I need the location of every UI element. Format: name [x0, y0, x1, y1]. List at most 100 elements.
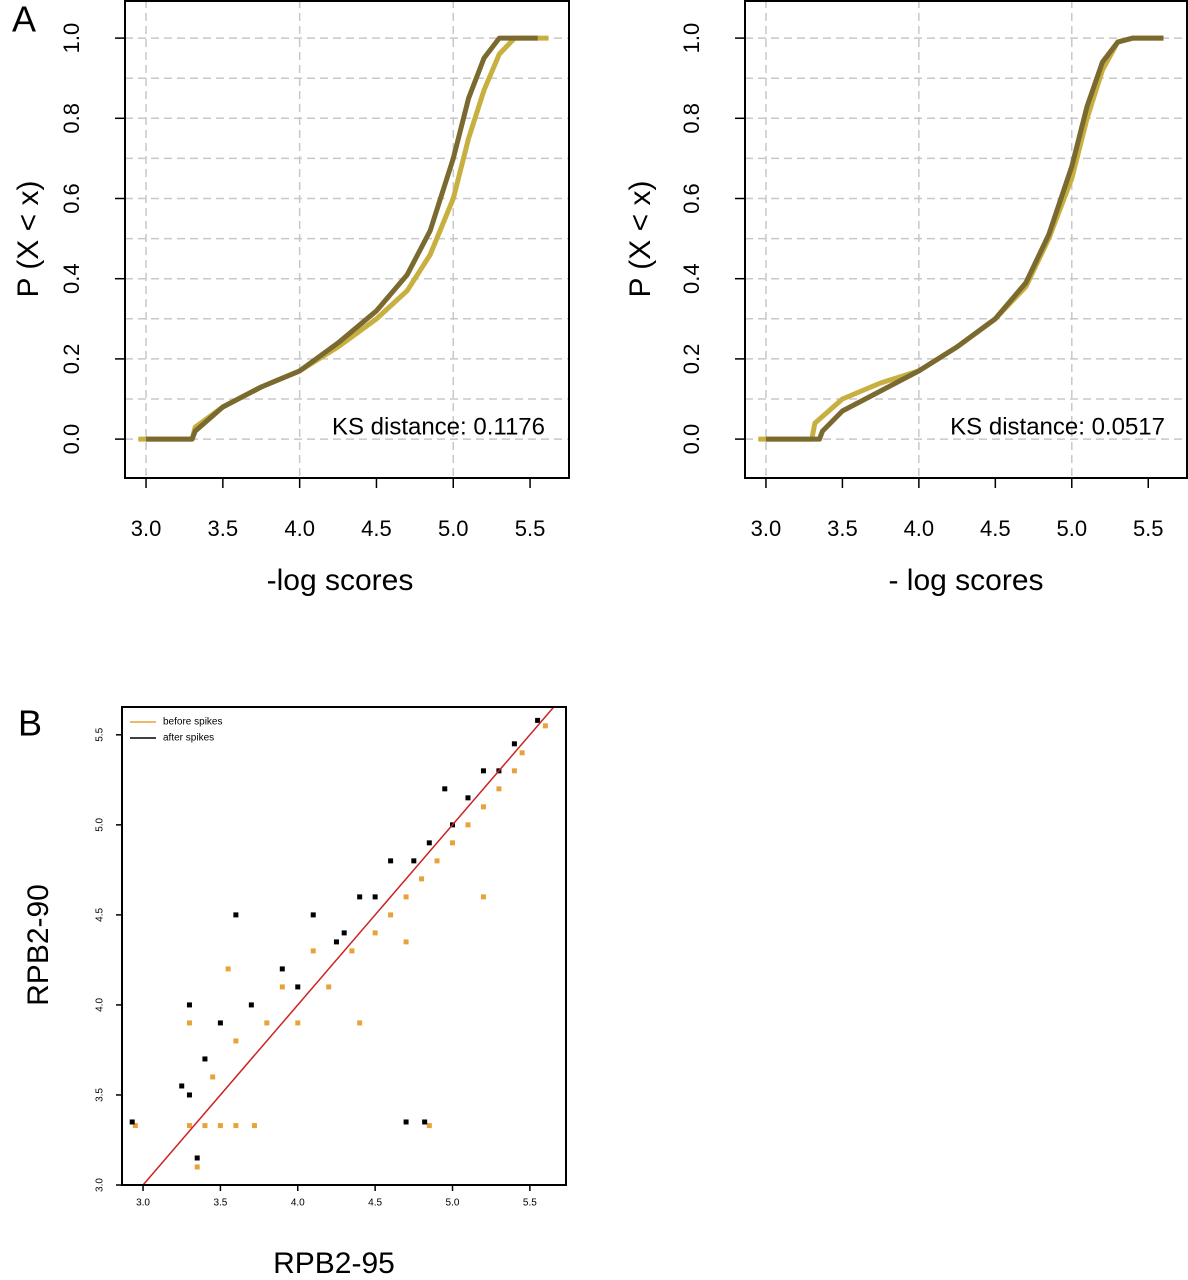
point	[480, 768, 486, 774]
point	[132, 1123, 138, 1129]
y-tick-label: 4.5	[95, 908, 106, 922]
y-tick-label: 0.2	[59, 344, 84, 375]
y-tick-label: 3.0	[95, 1178, 106, 1192]
point	[248, 1002, 254, 1008]
y-tick-label: 0.4	[679, 263, 704, 294]
y-tick-label: 5.5	[95, 727, 106, 741]
y-tick-label: 4.0	[95, 998, 106, 1012]
point	[279, 966, 285, 972]
x-tick-label: 5.0	[438, 516, 469, 541]
point	[535, 717, 541, 723]
point	[511, 741, 517, 747]
point	[465, 822, 471, 828]
point	[217, 1020, 223, 1026]
ecdf-line	[765, 35, 1164, 442]
y-tick-label: 0.6	[59, 183, 84, 214]
point	[279, 984, 285, 990]
ecdf-line	[138, 35, 549, 442]
point	[217, 1123, 223, 1129]
point	[434, 858, 440, 864]
x-tick-label: 3.5	[213, 1198, 227, 1209]
x-tick-label: 4.0	[291, 1198, 305, 1209]
point	[202, 1056, 208, 1062]
x-tick-label: 4.5	[980, 516, 1011, 541]
x-tick-label: 5.0	[1056, 516, 1087, 541]
x-tick-label: 5.0	[446, 1198, 460, 1209]
point	[372, 894, 378, 900]
point	[129, 1119, 135, 1125]
y-tick-label: 0.0	[59, 424, 84, 455]
x-tick-label: 5.5	[523, 1198, 537, 1209]
point	[295, 1020, 301, 1026]
point	[186, 1123, 192, 1129]
point	[264, 1020, 270, 1026]
point	[465, 795, 471, 801]
point	[310, 912, 316, 918]
point	[233, 1123, 239, 1129]
y-tick-label: 5.0	[95, 817, 106, 831]
point	[403, 894, 409, 900]
x-tick-label: 3.5	[208, 516, 239, 541]
y-axis-label: P (X < x)	[12, 181, 45, 298]
legend-label: after spikes	[163, 733, 214, 744]
point	[186, 1092, 192, 1098]
point	[480, 894, 486, 900]
reference-line	[142, 705, 556, 1186]
plot-frame	[744, 0, 1188, 479]
x-tick-label: 4.0	[284, 516, 315, 541]
annotation: KS distance: 0.1176	[332, 413, 545, 440]
x-tick-label: 4.0	[904, 516, 935, 541]
point	[450, 840, 456, 846]
legend-label: before spikes	[163, 717, 222, 728]
point	[403, 1119, 409, 1125]
point	[403, 939, 409, 945]
x-tick-label: 4.5	[368, 1198, 382, 1209]
legend: before spikes after spikes	[130, 717, 222, 744]
point	[210, 1074, 216, 1080]
point	[511, 768, 517, 774]
point	[542, 723, 548, 729]
point	[179, 1083, 185, 1089]
panel-label: A	[12, 0, 36, 40]
annotation: KS distance: 0.0517	[950, 413, 1165, 440]
y-tick-label: 0.8	[679, 103, 704, 134]
point	[349, 948, 355, 954]
panel-label: B	[18, 703, 42, 744]
point	[388, 858, 394, 864]
point	[496, 786, 502, 792]
y-tick-label: 3.5	[95, 1088, 106, 1102]
point	[341, 930, 347, 936]
point	[419, 876, 425, 882]
point	[310, 948, 316, 954]
point	[186, 1020, 192, 1026]
x-tick-label: 5.5	[1133, 516, 1164, 541]
y-axis-label: P (X < x)	[624, 181, 657, 298]
point	[194, 1164, 200, 1170]
point	[251, 1123, 257, 1129]
point	[442, 786, 448, 792]
point	[186, 1002, 192, 1008]
y-tick-label: 0.6	[679, 183, 704, 214]
x-tick-label: 3.0	[131, 516, 162, 541]
point	[426, 840, 432, 846]
point	[194, 1155, 200, 1161]
point	[233, 912, 239, 918]
point	[372, 930, 378, 936]
x-axis-label: - log scores	[888, 564, 1043, 597]
y-tick-label: 0.2	[679, 344, 704, 375]
x-axis-label: -log scores	[267, 564, 414, 597]
ecdf-line	[146, 35, 538, 442]
point	[202, 1123, 208, 1129]
point	[225, 966, 231, 972]
x-tick-label: 4.5	[361, 516, 392, 541]
y-tick-label: 1.0	[679, 23, 704, 54]
point	[333, 939, 339, 945]
point	[295, 984, 301, 990]
x-tick-label: 3.0	[751, 516, 782, 541]
y-axis-label: RPB2-90	[22, 884, 55, 1006]
point	[426, 1123, 432, 1129]
x-tick-label: 3.5	[827, 516, 858, 541]
y-tick-label: 0.4	[59, 263, 84, 294]
point	[233, 1038, 239, 1044]
